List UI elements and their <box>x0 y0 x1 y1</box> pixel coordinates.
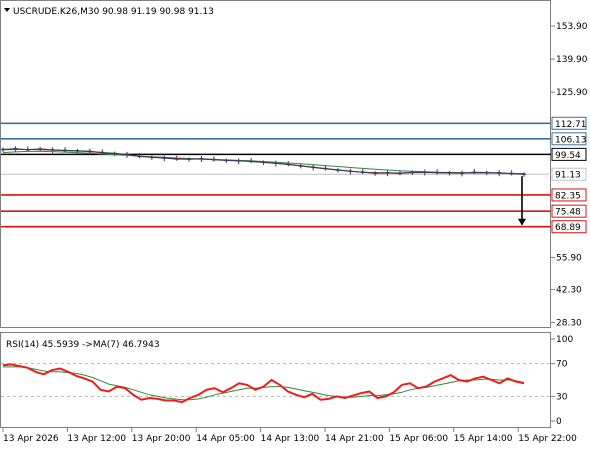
price-tick-label: 42.30 <box>556 286 582 296</box>
support-label-2-box <box>551 204 587 218</box>
price-tick-label: 139.90 <box>556 55 588 65</box>
price-series <box>1 146 526 177</box>
pivot-label: 99.54 <box>555 151 581 161</box>
candle-body <box>522 173 526 176</box>
time-tick-label: 15 Apr 14:00 <box>454 434 513 444</box>
rsi-series <box>1 363 551 404</box>
resistance-label-2: 106.13 <box>555 135 587 145</box>
price-tick-label: 28.30 <box>556 319 582 329</box>
rsi-tick-label: 30 <box>556 392 568 402</box>
time-tick-label: 14 Apr 13:00 <box>261 434 320 444</box>
rsi-tick-label: 0 <box>556 417 562 427</box>
arrow-head <box>518 218 526 226</box>
resistance-label-1-box <box>551 116 587 130</box>
time-tick-label: 13 Apr 20:00 <box>132 434 191 444</box>
resistance-label-1: 112.71 <box>555 120 587 130</box>
symbol-dropdown-icon[interactable] <box>4 8 10 12</box>
time-tick-label: 14 Apr 05:00 <box>196 434 255 444</box>
rsi-axis: 100 70 30 0 <box>551 335 573 427</box>
resistance-label-2-box <box>551 132 587 146</box>
current-price-label-box <box>551 167 587 181</box>
price-tick-label: 153.90 <box>556 22 588 32</box>
support-label-1: 82.35 <box>555 191 581 201</box>
price-tick-label: 55.90 <box>556 253 582 263</box>
price-levels <box>1 122 551 228</box>
price-tick-label: 125.90 <box>556 88 588 98</box>
time-tick-label: 13 Apr 12:00 <box>67 434 126 444</box>
pivot-label-box <box>551 147 587 161</box>
time-tick-label: 15 Apr 06:00 <box>389 434 448 444</box>
time-tick-label: 15 Apr 22:00 <box>518 434 577 444</box>
price-axis: 153.90 139.90 125.90 55.90 42.30 28.30 <box>551 22 588 329</box>
support-label-1-box <box>551 188 587 202</box>
time-axis: 13 Apr 2026 13 Apr 12:00 13 Apr 20:00 14 Ap… <box>2 428 577 444</box>
price-line <box>2 148 525 175</box>
rsi-line <box>2 363 525 404</box>
rsi-tick-label: 70 <box>556 360 568 370</box>
rsi-header: RSI(14) 45.5939 ->MA(7) 46.7943 <box>6 340 160 350</box>
support-label-2: 75.48 <box>555 208 581 218</box>
support-label-3-box <box>551 220 587 234</box>
forecast-arrow <box>518 176 526 226</box>
time-tick-label: 14 Apr 21:00 <box>325 434 384 444</box>
time-tick-label: 13 Apr 2026 <box>3 434 59 444</box>
symbol-header[interactable]: USCRUDE.K26,M30 90.98 91.19 90.98 91.13 <box>13 7 214 17</box>
current-price-label: 91.13 <box>555 171 581 181</box>
level-labels: 112.71 106.13 99.54 91.13 82.35 75.48 68.89 <box>551 116 587 234</box>
rsi-tick-label: 100 <box>556 335 573 345</box>
support-label-3: 68.89 <box>555 223 581 233</box>
